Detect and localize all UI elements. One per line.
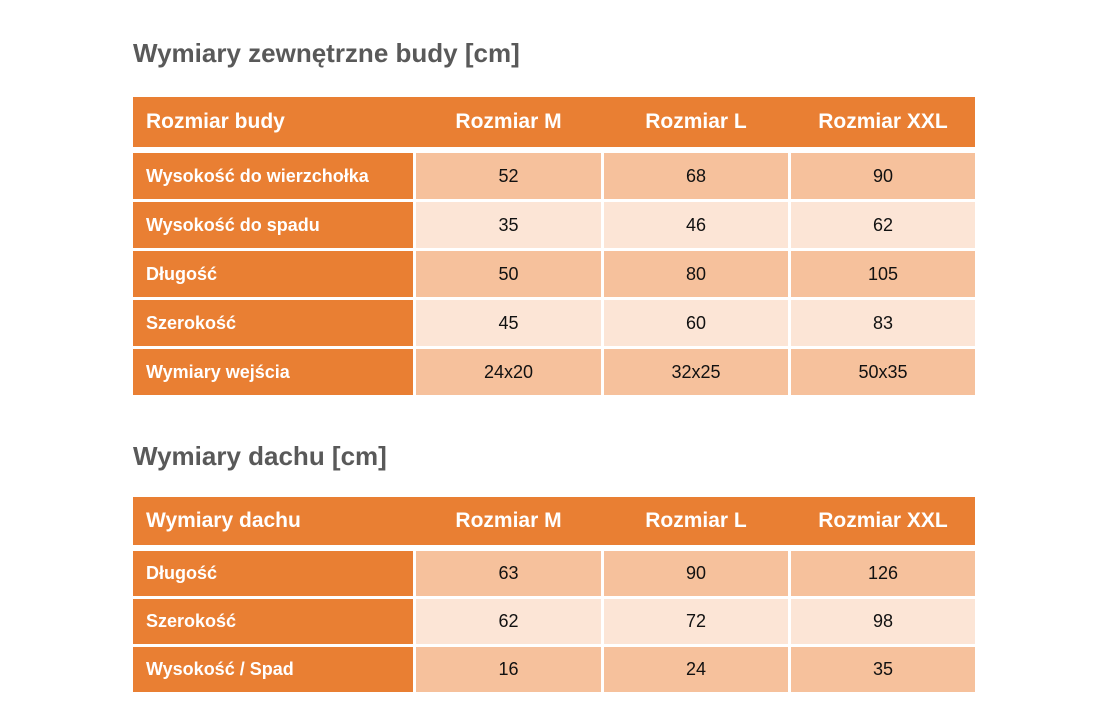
cell-value: 46 [604, 202, 788, 248]
cell-value: 60 [604, 300, 788, 346]
row-label: Szerokość [133, 300, 413, 346]
column-header-rozmiar-xxl: Rozmiar XXL [818, 110, 948, 133]
column-header-rozmiar-budy: Rozmiar budy [146, 110, 285, 133]
table-row: Szerokość 62 72 98 [133, 599, 975, 644]
cell-value: 50 [416, 251, 601, 297]
table-row: Wymiary wejścia 24x20 32x25 50x35 [133, 349, 975, 395]
cell-value: 90 [791, 153, 975, 199]
cell-value: 24x20 [416, 349, 601, 395]
cell-value: 83 [791, 300, 975, 346]
cell-value: 62 [416, 599, 601, 644]
column-header-rozmiar-l: Rozmiar L [645, 509, 747, 532]
section-title-roof-dimensions: Wymiary dachu [cm] [133, 441, 387, 471]
table-row: Długość 63 90 126 [133, 551, 975, 596]
cell-value: 16 [416, 647, 601, 692]
cell-value: 50x35 [791, 349, 975, 395]
roof-dimensions-table: Wymiary dachu Rozmiar M Rozmiar L Rozmia… [133, 497, 975, 692]
column-header-rozmiar-m: Rozmiar M [455, 509, 562, 532]
cell-value: 62 [791, 202, 975, 248]
table-header-row: Rozmiar budy Rozmiar M Rozmiar L Rozmiar… [133, 97, 975, 147]
table-row: Szerokość 45 60 83 [133, 300, 975, 346]
table-row: Wysokość do wierzchołka 52 68 90 [133, 153, 975, 199]
cell-value: 68 [604, 153, 788, 199]
cell-value: 105 [791, 251, 975, 297]
cell-value: 72 [604, 599, 788, 644]
table-row: Długość 50 80 105 [133, 251, 975, 297]
cell-value: 32x25 [604, 349, 788, 395]
row-label: Szerokość [133, 599, 413, 644]
cell-value: 45 [416, 300, 601, 346]
cell-value: 98 [791, 599, 975, 644]
table-header-row: Wymiary dachu Rozmiar M Rozmiar L Rozmia… [133, 497, 975, 545]
row-label: Długość [133, 551, 413, 596]
row-label: Wysokość do spadu [133, 202, 413, 248]
table-row: Wysokość do spadu 35 46 62 [133, 202, 975, 248]
section-title-outer-dimensions: Wymiary zewnętrzne budy [cm] [133, 38, 520, 68]
cell-value: 63 [416, 551, 601, 596]
row-label: Długość [133, 251, 413, 297]
cell-value: 35 [791, 647, 975, 692]
cell-value: 126 [791, 551, 975, 596]
cell-value: 90 [604, 551, 788, 596]
column-header-rozmiar-xxl: Rozmiar XXL [818, 509, 948, 532]
column-header-wymiary-dachu: Wymiary dachu [146, 509, 301, 532]
column-header-rozmiar-l: Rozmiar L [645, 110, 747, 133]
row-label: Wysokość do wierzchołka [133, 153, 413, 199]
table-body: Długość 63 90 126 Szerokość 62 72 98 Wysokość / … [133, 551, 975, 692]
table-row: Wysokość / Spad 16 24 35 [133, 647, 975, 692]
cell-value: 52 [416, 153, 601, 199]
cell-value: 35 [416, 202, 601, 248]
table-body: Wysokość do wierzchołka 52 68 90 Wysokość do… [133, 153, 975, 395]
outer-dimensions-table: Rozmiar budy Rozmiar M Rozmiar L Rozmiar… [133, 97, 975, 395]
row-label: Wymiary wejścia [133, 349, 413, 395]
cell-value: 80 [604, 251, 788, 297]
row-label: Wysokość / Spad [133, 647, 413, 692]
column-header-rozmiar-m: Rozmiar M [455, 110, 562, 133]
cell-value: 24 [604, 647, 788, 692]
